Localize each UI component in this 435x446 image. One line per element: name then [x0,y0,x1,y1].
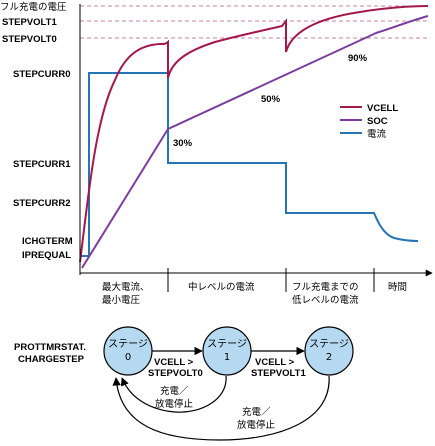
soc-trace [81,15,429,269]
vcell-trace [79,5,429,263]
return-2-to-0-line1: 充電／ [242,406,271,418]
return-1-to-0-line1: 充電／ [160,385,189,397]
y-label-ichgterm: ICHGTERM [22,236,73,247]
stage-0: ステージ 0 [103,326,153,376]
return-2-to-0-arrow [112,375,330,441]
transition-0-to-1-line2: STEPVOLT0 [148,368,203,379]
return-2-to-0-line2: 放電停止 [237,419,276,431]
stage-1-number: 1 [224,352,230,363]
transition-0-to-1-line1: VCELL > [154,357,194,368]
stage-2-number: 2 [326,352,332,363]
soc-label-50: 50% [261,94,281,105]
legend-current-label: 電流 [367,128,387,140]
legend: VCELL SOC 電流 [340,103,398,140]
phase1-label-line1: 最大電流、 [102,281,150,293]
legend-soc-label: SOC [367,116,388,127]
legend-vcell-label: VCELL [367,103,398,114]
y-label-full-charge: フル充電の電圧 [0,1,67,13]
transition-1-to-2-line2: STEPVOLT1 [251,368,306,379]
soc-label-90: 90% [348,53,368,64]
soc-label-30: 30% [173,138,193,149]
y-label-stepcurr2: STEPCURR2 [13,198,71,209]
phase3-label-line2: 低レベルの電流 [292,294,359,306]
return-1-to-0-arrow [120,375,227,413]
current-trace [80,72,419,257]
phase1-label-line2: 最小電圧 [102,295,141,306]
phase3-label-line1: フル充電までの [292,281,359,293]
stage-0-number: 0 [125,352,131,363]
stage-2-label: ステージ [309,339,349,350]
stage-2: ステージ 2 [304,326,354,376]
y-label-stepvolt0: STEPVOLT0 [2,34,57,45]
y-label-stepvolt1: STEPVOLT1 [2,17,57,28]
stage-0-label: ステージ [108,339,148,350]
stage-1: ステージ 1 [202,326,252,376]
phase2-label: 中レベルの電流 [188,281,255,293]
y-label-iprequal: IPREQUAL [22,250,71,261]
register-label-line2: CHARGESTEP [18,354,85,365]
stage-1-label: ステージ [207,339,247,350]
register-label-line1: PROTTMRSTAT. [14,342,86,353]
y-label-stepcurr1: STEPCURR1 [13,159,71,170]
return-1-to-0-line2: 放電停止 [155,398,194,410]
time-axis-label: 時間 [388,282,407,293]
y-label-stepcurr0: STEPCURR0 [13,69,71,80]
transition-1-to-2-line1: VCELL > [255,357,295,368]
